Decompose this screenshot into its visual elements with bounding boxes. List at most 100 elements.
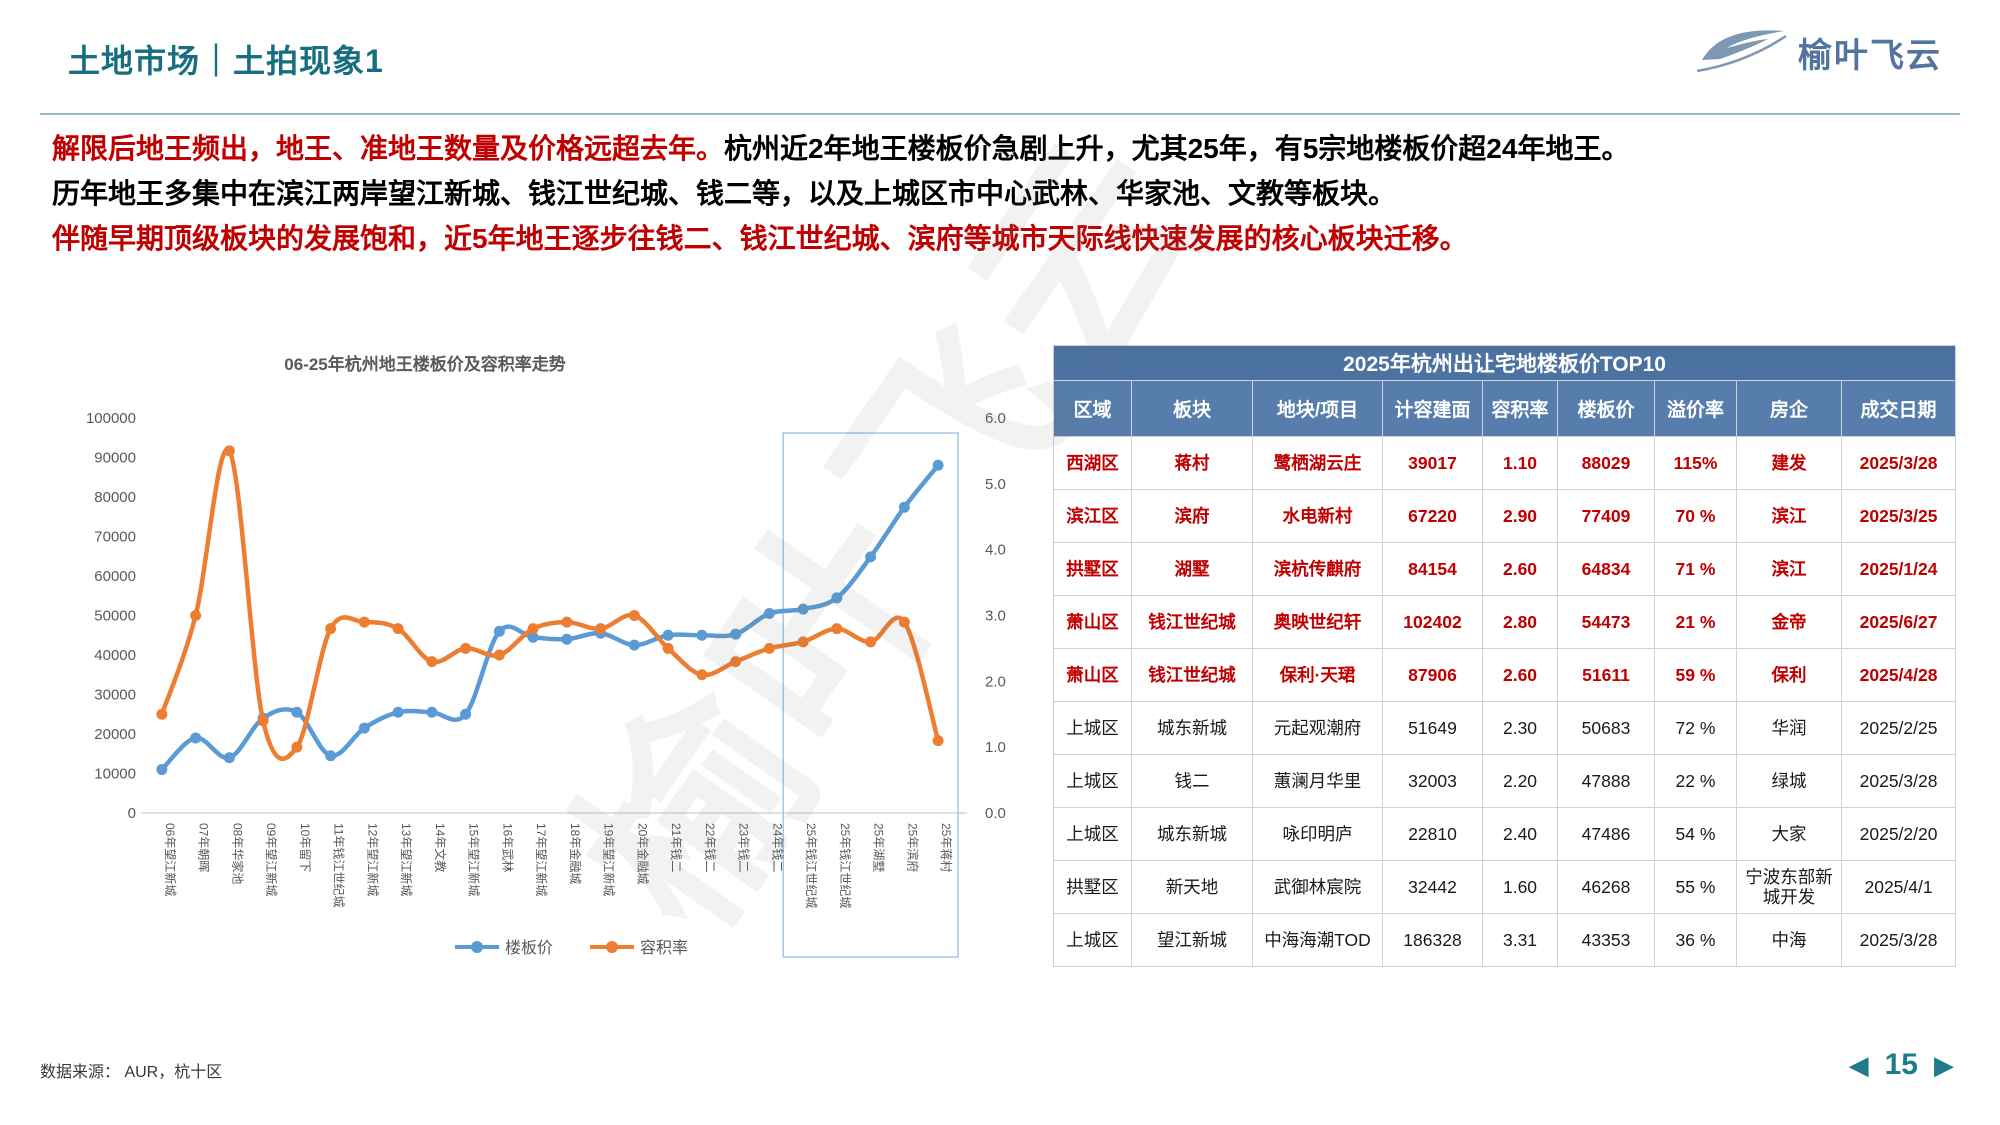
data-point-容积率 <box>426 656 438 668</box>
table-cell: 51649 <box>1382 701 1483 755</box>
data-point-楼板价 <box>932 459 944 471</box>
data-point-容积率 <box>325 623 337 635</box>
table-cell: 2025/3/25 <box>1840 489 1957 543</box>
data-point-容积率 <box>763 642 775 654</box>
table-cell: 华润 <box>1736 701 1842 755</box>
table-cell: 50683 <box>1557 701 1655 755</box>
table-row: 上城区 望江新城 中海海潮TOD 186328 3.31 43353 36 % 中海 2025/… <box>1053 913 1957 967</box>
table-cell: 城东新城 <box>1131 807 1253 861</box>
table-row: 拱墅区 新天地 武御林宸院 32442 1.60 46268 55 % 宁波东部新城开发 202… <box>1053 860 1957 914</box>
table-header-cell: 地块/项目 <box>1252 380 1383 437</box>
table-cell: 2.60 <box>1482 648 1558 702</box>
x-axis-label: 12年望江新城 <box>365 823 380 896</box>
data-point-容积率 <box>730 656 742 668</box>
data-point-楼板价 <box>392 706 404 718</box>
table-cell: 72 % <box>1654 701 1737 755</box>
data-point-楼板价 <box>763 608 775 620</box>
x-axis-label: 25年滨府 <box>905 823 920 872</box>
x-axis-label: 25年蒋村 <box>939 823 953 872</box>
summary-black-1: 杭州近2年地王楼板价急剧上升，尤其25年，有5宗地楼板价超24年地王。 <box>724 133 1630 164</box>
table-cell: 87906 <box>1382 648 1483 702</box>
table-cell: 22810 <box>1382 807 1483 861</box>
table-cell: 滨杭传麒府 <box>1252 542 1383 596</box>
data-point-楼板价 <box>325 750 337 762</box>
table-cell: 水电新村 <box>1252 489 1383 543</box>
left-axis-tick: 90000 <box>94 450 136 467</box>
table-header-cell: 房企 <box>1736 380 1842 437</box>
table-title: 2025年杭州出让宅地楼板价TOP10 <box>1052 345 1957 381</box>
table-cell: 54 % <box>1654 807 1737 861</box>
table-cell: 宁波东部新城开发 <box>1736 860 1842 914</box>
data-point-容积率 <box>223 445 235 457</box>
table-row: 萧山区 钱江世纪城 保利·天珺 87906 2.60 51611 59 % 保利 2025/4/… <box>1053 648 1957 702</box>
right-axis-tick: 0.0 <box>985 805 1006 822</box>
table-cell: 22 % <box>1654 754 1737 808</box>
table-cell: 115% <box>1654 436 1737 490</box>
table-cell: 咏印明庐 <box>1252 807 1383 861</box>
left-axis-tick: 80000 <box>94 489 136 506</box>
data-point-容积率 <box>662 642 674 654</box>
table-cell: 84154 <box>1382 542 1483 596</box>
table-cell: 中海 <box>1736 913 1842 967</box>
data-point-楼板价 <box>358 722 370 734</box>
table-row: 滨江区 滨府 水电新村 67220 2.90 77409 70 % 滨江 2025/3/25 <box>1053 489 1957 543</box>
left-axis-tick: 20000 <box>94 726 136 743</box>
table-cell: 77409 <box>1557 489 1655 543</box>
table-cell: 西湖区 <box>1053 436 1132 490</box>
next-page-arrow[interactable]: ▶ <box>1934 1050 1954 1080</box>
data-point-楼板价 <box>223 752 235 764</box>
trend-chart-svg: 06-25年杭州地王楼板价及容积率走势 0 10000 20000 30000 40000… <box>86 354 1006 958</box>
trend-chart: 06-25年杭州地王楼板价及容积率走势 0 10000 20000 30000 40000… <box>60 285 1040 985</box>
data-point-容积率 <box>831 623 843 635</box>
summary-black-2: 历年地王多集中在滨江两岸望江新城、钱江世纪城、钱二等，以及上城区市中心武林、华家… <box>52 178 1397 209</box>
table-cell: 元起观潮府 <box>1252 701 1383 755</box>
table-cell: 39017 <box>1382 436 1483 490</box>
data-point-容积率 <box>696 669 708 681</box>
data-point-楼板价 <box>527 631 539 643</box>
table-cell: 中海海潮TOD <box>1252 913 1383 967</box>
table-cell: 2025/3/28 <box>1840 754 1957 808</box>
table-cell: 47888 <box>1557 754 1655 808</box>
table-cell: 51611 <box>1557 648 1655 702</box>
data-point-容积率 <box>257 715 269 727</box>
x-axis-label: 11年钱江世纪城 <box>332 823 347 907</box>
left-axis-tick: 70000 <box>94 529 136 546</box>
prev-page-arrow[interactable]: ◀ <box>1848 1050 1869 1080</box>
summary-line-2: 历年地王多集中在滨江两岸望江新城、钱江世纪城、钱二等，以及上城区市中心武林、华家… <box>52 171 1962 216</box>
data-point-楼板价 <box>460 708 472 720</box>
table-cell: 滨府 <box>1131 489 1253 543</box>
data-point-楼板价 <box>696 629 708 641</box>
data-source-note: 数据来源： AUR，杭十区 <box>40 1064 223 1081</box>
table-cell: 59 % <box>1654 648 1737 702</box>
chart-title: 06-25年杭州地王楼板价及容积率走势 <box>284 354 565 374</box>
data-point-楼板价 <box>190 732 202 744</box>
data-point-楼板价 <box>865 551 877 563</box>
table-cell: 2025/6/27 <box>1840 595 1957 649</box>
table-header-cell: 容积率 <box>1482 380 1558 437</box>
table-cell: 城东新城 <box>1131 701 1253 755</box>
data-point-楼板价 <box>831 592 843 604</box>
data-point-楼板价 <box>426 706 438 718</box>
data-point-容积率 <box>291 741 303 753</box>
table-header-cell: 楼板价 <box>1557 380 1655 437</box>
x-axis-label: 25年湖墅 <box>872 823 887 872</box>
x-axis-label: 08年华家池 <box>230 823 245 884</box>
table-cell: 武御林宸院 <box>1252 860 1383 914</box>
data-point-容积率 <box>561 616 573 628</box>
data-point-楼板价 <box>156 764 168 776</box>
table-row: 上城区 城东新城 元起观潮府 51649 2.30 50683 72 % 华润 2025/2/2… <box>1053 701 1957 755</box>
table-cell: 43353 <box>1557 913 1655 967</box>
left-axis-tick: 50000 <box>94 608 136 625</box>
table-row: 上城区 钱二 蕙澜月华里 32003 2.20 47888 22 % 绿城 2025/3/28 <box>1053 754 1957 808</box>
table-cell: 钱江世纪城 <box>1131 595 1253 649</box>
table-cell: 滨江区 <box>1053 489 1132 543</box>
left-axis-tick: 0 <box>128 805 136 822</box>
summary-line-3: 伴随早期顶级板块的发展饱和，近5年地王逐步往钱二、钱江世纪城、滨府等城市天际线快… <box>52 216 1962 261</box>
x-axis-label: 07年朝晖 <box>197 823 211 872</box>
left-axis-tick: 60000 <box>94 568 136 585</box>
x-axis-label: 25年钱江世纪城 <box>804 823 819 908</box>
table-cell: 2.40 <box>1482 807 1558 861</box>
table-header-cell: 区域 <box>1053 380 1132 437</box>
summary-paragraph: 解限后地王频出，地王、准地王数量及价格远超去年。杭州近2年地王楼板价急剧上升，尤… <box>52 126 1962 261</box>
table-cell: 拱墅区 <box>1053 860 1132 914</box>
